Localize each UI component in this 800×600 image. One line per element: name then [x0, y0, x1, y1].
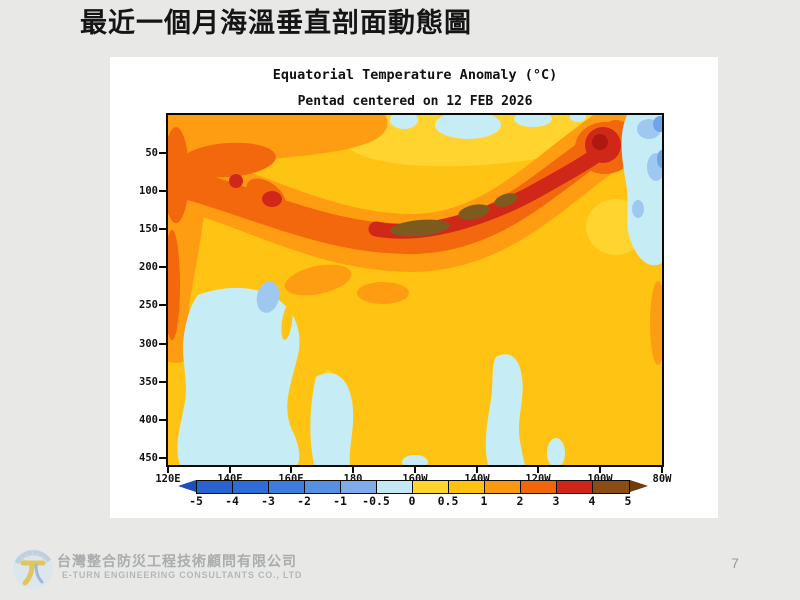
colorbar-segment: [449, 481, 485, 493]
y-tick-label: 150: [139, 223, 158, 235]
y-tick-mark: [159, 266, 166, 268]
colorbar-label: 0.5: [437, 494, 459, 508]
y-tick-mark: [159, 381, 166, 383]
contour-plot: [166, 113, 664, 467]
chart-title: Equatorial Temperature Anomaly (°C): [272, 67, 558, 83]
x-tick-label: 120E: [155, 473, 181, 485]
colorbar-label: 4: [588, 494, 596, 508]
colorbar-segment: [233, 481, 269, 493]
colorbar-label: -3: [261, 494, 275, 508]
page-number: 7: [731, 555, 739, 571]
chart-subtitle: Pentad centered on 12 FEB 2026: [297, 94, 533, 109]
y-tick-label: 400: [139, 414, 158, 426]
colorbar-segment: [413, 481, 449, 493]
x-tick-mark: [414, 467, 416, 473]
colorbar-label: -4: [225, 494, 239, 508]
y-tick-mark: [159, 190, 166, 192]
x-tick-mark: [229, 467, 231, 473]
y-tick-label: 100: [139, 185, 158, 197]
colorbar-segment: [341, 481, 377, 493]
colorbar-label: 0: [408, 494, 416, 508]
company-name-zh: 台灣整合防災工程技術顧問有限公司: [57, 554, 297, 570]
colorbar-segment: [269, 481, 305, 493]
y-tick-mark: [159, 228, 166, 230]
colorbar-segment: [557, 481, 593, 493]
colorbar: [196, 480, 630, 494]
colorbar-label: -1: [333, 494, 347, 508]
colorbar-left-arrow: [178, 480, 196, 492]
x-tick-mark: [352, 467, 354, 473]
colorbar-segment: [377, 481, 413, 493]
x-tick-mark: [661, 467, 663, 473]
colorbar-label: 1: [480, 494, 488, 508]
y-tick-label: 200: [139, 261, 158, 273]
colorbar-label: 3: [552, 494, 560, 508]
colorbar-segment: [593, 481, 629, 493]
y-tick-mark: [159, 457, 166, 459]
colorbar-segment: [305, 481, 341, 493]
x-tick-mark: [476, 467, 478, 473]
x-tick-mark: [537, 467, 539, 473]
y-tick-label: 300: [139, 338, 158, 350]
colorbar-right-arrow: [630, 480, 648, 492]
y-tick-mark: [159, 419, 166, 421]
colorbar-segment: [485, 481, 521, 493]
colorbar-label: -5: [189, 494, 203, 508]
y-tick-label: 50: [145, 147, 158, 159]
y-tick-mark: [159, 343, 166, 345]
colorbar-segment: [521, 481, 557, 493]
x-tick-label: 80W: [652, 473, 672, 485]
y-tick-label: 450: [139, 452, 158, 464]
company-name-en: E-TURN ENGINEERING CONSULTANTS CO., LTD: [62, 570, 303, 580]
y-tick-label: 250: [139, 299, 158, 311]
x-tick-mark: [290, 467, 292, 473]
chart-panel: Equatorial Temperature Anomaly (°C) Pent…: [110, 57, 718, 518]
colorbar-segment: [197, 481, 233, 493]
e-turn-logo: [13, 549, 53, 589]
colorbar-label: 2: [516, 494, 524, 508]
colorbar-label: -2: [297, 494, 311, 508]
page-title: 最近一個月海溫垂直剖面動態圖: [80, 8, 472, 39]
x-tick-mark: [167, 467, 169, 473]
colorbar-label: -0.5: [362, 494, 390, 508]
temperature-anomaly-contours: [168, 115, 662, 465]
y-tick-label: 350: [139, 376, 158, 388]
colorbar-label: 5: [624, 494, 632, 508]
x-tick-mark: [599, 467, 601, 473]
y-tick-mark: [159, 304, 166, 306]
y-tick-mark: [159, 152, 166, 154]
